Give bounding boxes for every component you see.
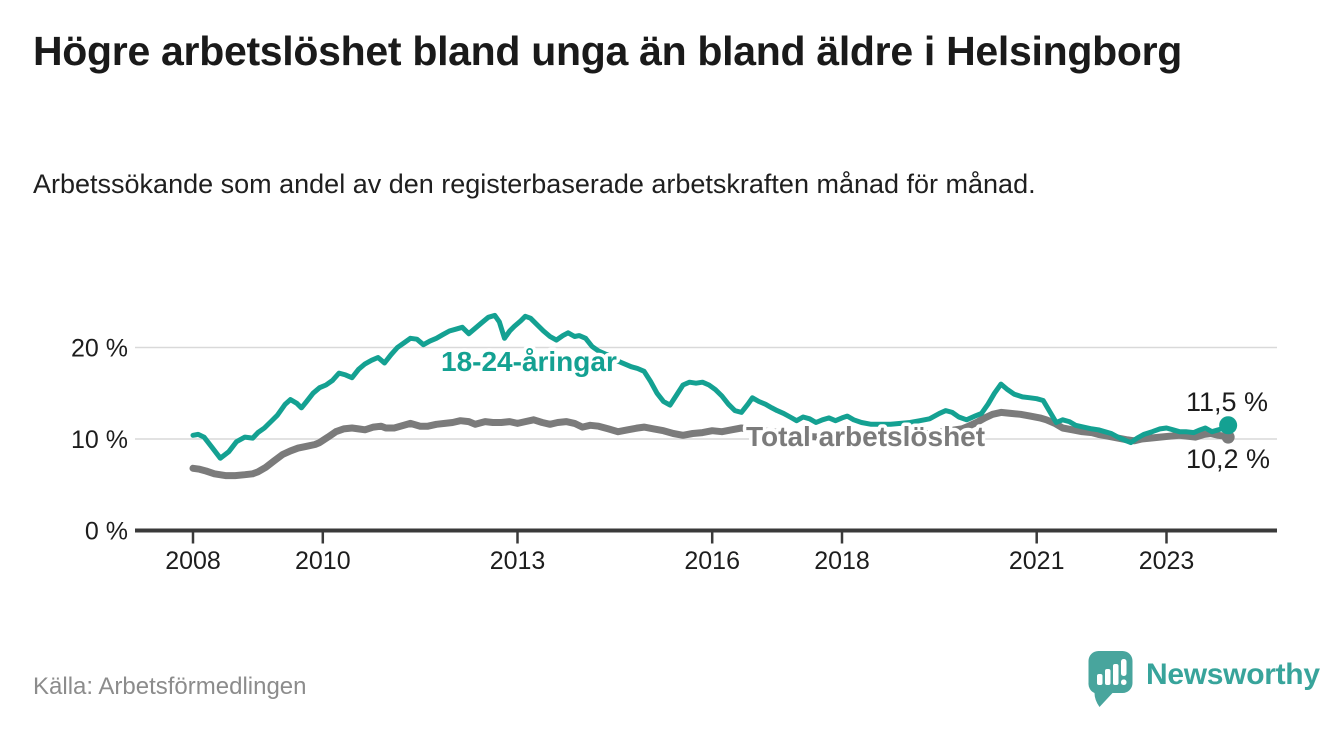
- series-layer: [189, 312, 1232, 480]
- end-dot-total: [1221, 430, 1235, 444]
- y-tick-label: 0 %: [85, 518, 128, 546]
- series-line-youth: [190, 312, 1231, 461]
- page-title: Högre arbetslöshet bland unga än bland ä…: [33, 28, 1182, 74]
- x-axis: [135, 528, 1277, 544]
- series-label-total: Total arbetslöshet: [746, 421, 985, 452]
- x-tick-label: 2021: [1009, 547, 1065, 575]
- x-tick-label: 2016: [684, 547, 740, 575]
- newsworthy-logo: Newsworthy: [1088, 651, 1320, 709]
- y-tick-label: 10 %: [71, 426, 128, 454]
- y-tick-label: 20 %: [71, 334, 128, 362]
- grid-layer: [135, 346, 1277, 440]
- x-tick-label: 2023: [1139, 547, 1195, 575]
- x-tick-label: 2018: [814, 547, 870, 575]
- bar-chart-glyph: [1097, 664, 1119, 685]
- x-tick-label: 2008: [165, 547, 221, 575]
- newsworthy-wordmark: Newsworthy: [1146, 658, 1320, 691]
- page-subtitle: Arbetssökande som andel av den registerb…: [33, 169, 1036, 199]
- series-line-total: [189, 408, 1232, 480]
- end-value-total: 10,2 %: [1186, 444, 1270, 474]
- newsworthy-logo-icon: [1088, 651, 1133, 707]
- end-dot-layer: [1219, 416, 1238, 444]
- end-dot-youth: [1219, 416, 1238, 435]
- exclamation-glyph: [1121, 659, 1127, 685]
- source-credit: Källa: Arbetsförmedlingen: [33, 673, 307, 700]
- x-tick-label: 2010: [295, 547, 351, 575]
- end-value-youth: 11,5 %: [1186, 387, 1268, 417]
- series-label-youth: 18-24-åringar: [441, 346, 617, 377]
- x-tick-label: 2013: [490, 547, 546, 575]
